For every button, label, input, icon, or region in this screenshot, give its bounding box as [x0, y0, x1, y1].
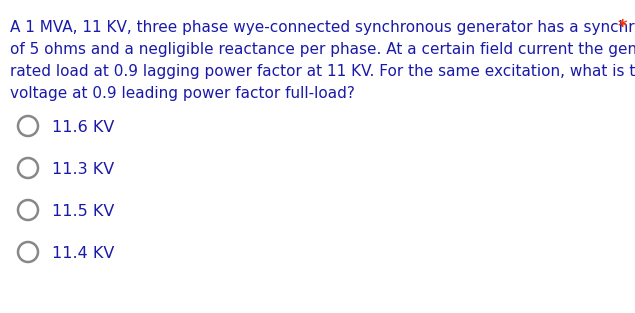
- Text: voltage at 0.9 leading power factor full-load?: voltage at 0.9 leading power factor full…: [10, 86, 355, 101]
- Text: rated load at 0.9 lagging power factor at 11 KV. For the same excitation, what i: rated load at 0.9 lagging power factor a…: [10, 64, 635, 79]
- Text: A 1 MVA, 11 KV, three phase wye-connected synchronous generator has a synchronou: A 1 MVA, 11 KV, three phase wye-connecte…: [10, 20, 635, 35]
- Text: 11.5 KV: 11.5 KV: [52, 204, 114, 219]
- Text: 11.4 KV: 11.4 KV: [52, 246, 114, 261]
- Text: 11.3 KV: 11.3 KV: [52, 162, 114, 177]
- Text: of 5 ohms and a negligible reactance per phase. At a certain field current the g: of 5 ohms and a negligible reactance per…: [10, 42, 635, 57]
- Text: 11.6 KV: 11.6 KV: [52, 120, 114, 135]
- Text: *: *: [618, 18, 627, 36]
